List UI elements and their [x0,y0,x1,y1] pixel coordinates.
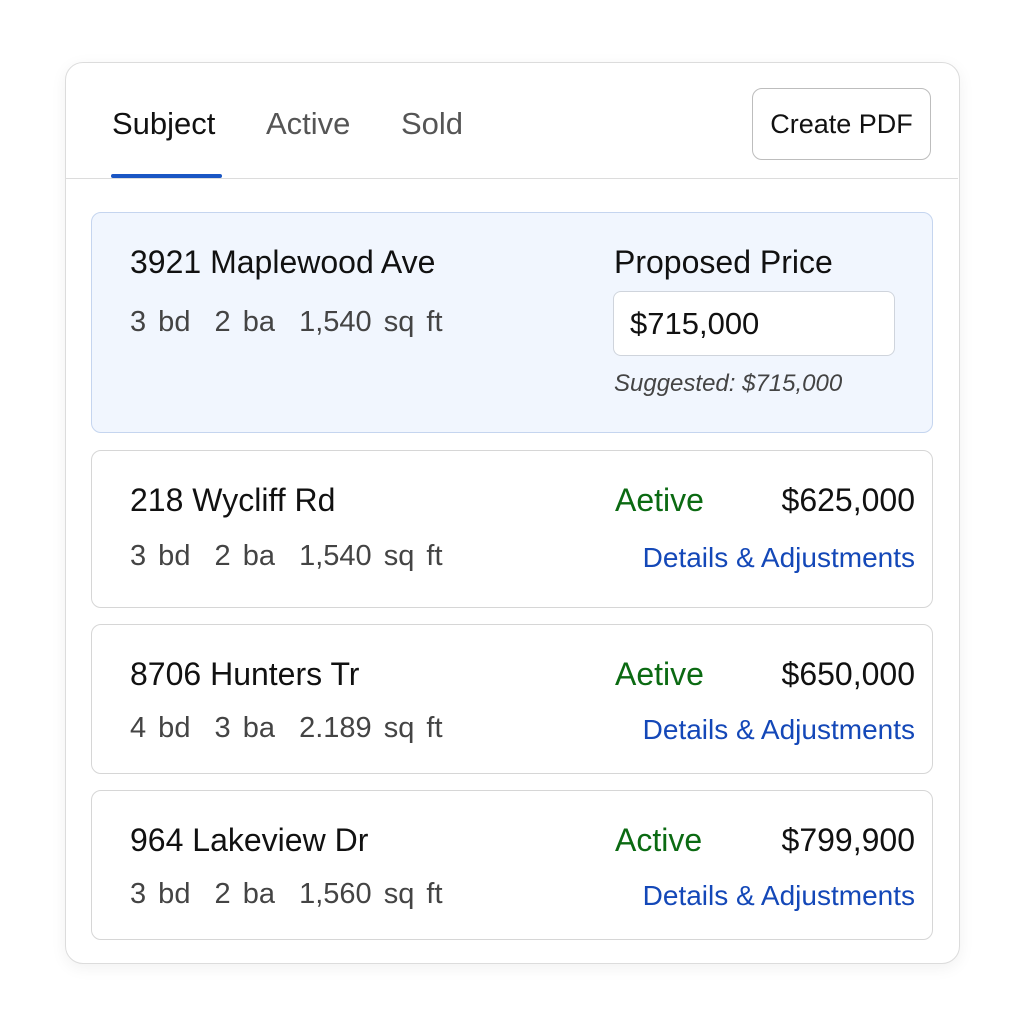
listing-address: 964 Lakeview Dr [130,822,369,858]
suggested-price: Suggested: $715,000 [614,370,843,397]
listing-price: $625,000 [781,482,915,518]
listing-stats: 4 bd 3 ba 2.189 sq ft [130,712,443,744]
listing-price: $799,900 [781,822,915,858]
listing-status: Aetive [615,482,704,518]
tab-subject[interactable]: Subject [112,106,216,141]
details-adjustments-link[interactable]: Details & Adjustments [642,714,915,745]
listing-card: 964 Lakeview Dr 3 bd 2 ba 1,560 sq ft Ac… [91,790,933,940]
listing-stats: 3 bd 2 ba 1,560 sq ft [130,878,443,910]
tab-sold[interactable]: Sold [401,106,464,141]
tab-divider [66,178,958,179]
listing-stats: 3 bd 2 ba 1,540 sq ft [130,540,443,572]
listing-address: 218 Wycliff Rd [130,482,336,518]
listing-status: Aetive [615,656,704,692]
details-adjustments-link[interactable]: Details & Adjustments [642,542,915,573]
subject-stats: 3 bd 2 ba 1,540 sq ft [130,306,443,338]
proposed-price-input[interactable] [613,291,895,356]
listing-card: 8706 Hunters Tr 4 bd 3 ba 2.189 sq ft Ae… [91,624,933,774]
proposed-price-label: Proposed Price [614,244,833,280]
tab-active[interactable]: Active [266,106,351,141]
listing-address: 8706 Hunters Tr [130,656,360,692]
listing-status: Active [615,822,703,858]
listing-price: $650,000 [781,656,915,692]
listing-card: 218 Wycliff Rd 3 bd 2 ba 1,540 sq ft Aet… [91,450,933,608]
create-pdf-button[interactable]: Create PDF [752,88,931,160]
active-tab-indicator [111,174,222,178]
subject-address: 3921 Maplewood Ave [130,244,436,280]
details-adjustments-link[interactable]: Details & Adjustments [642,880,915,911]
